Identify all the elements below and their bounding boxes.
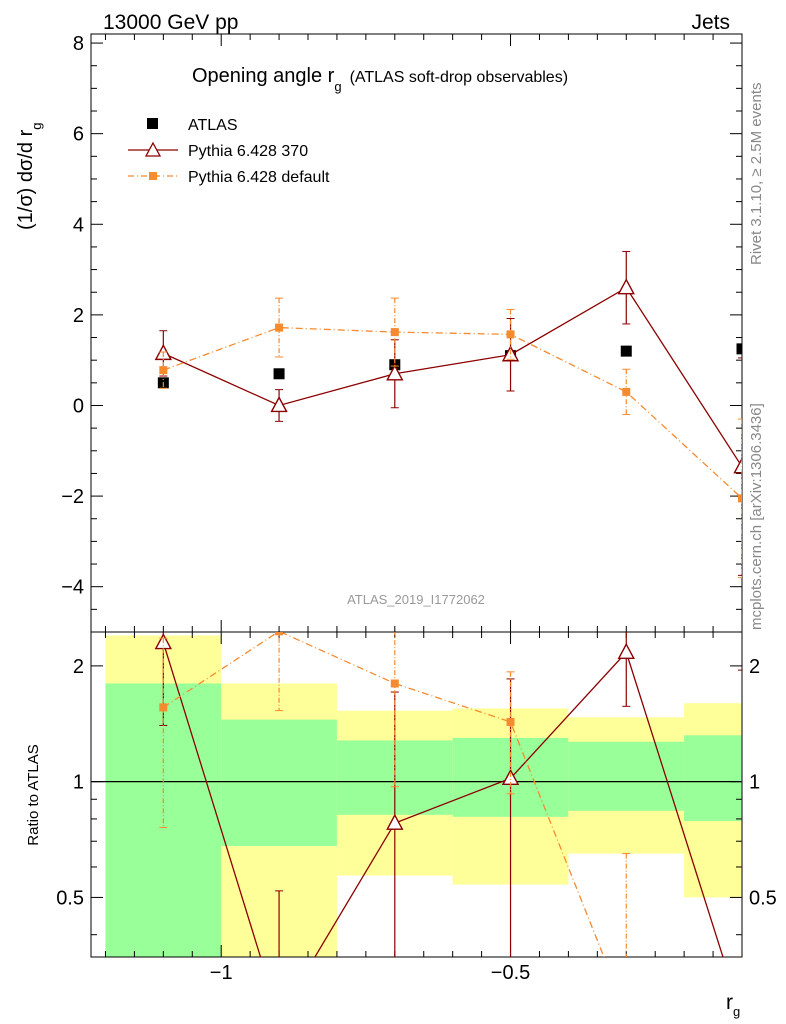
main-p370-point: [733, 457, 742, 474]
legend-p370-label: Pythia 6.428 370: [188, 143, 308, 160]
ratio-y-tick-label-right: 0.5: [749, 887, 777, 909]
ratio-pdef-point: [390, 679, 399, 688]
main-p370-line: [163, 286, 742, 467]
main-atlas-point: [273, 368, 285, 380]
legend-atlas-label: ATLAS: [188, 117, 238, 134]
ratio-uncertainty-bands: [105, 635, 742, 957]
ratio-y-tick-label: 1: [73, 772, 84, 794]
x-tick-label: −0.5: [491, 962, 530, 984]
legend-pdef-marker: [149, 172, 157, 180]
main-series-group: [154, 250, 742, 579]
ratio-series-group: [154, 632, 742, 1017]
legend-atlas-marker: [147, 118, 158, 129]
ratio-p370-point: [386, 813, 404, 830]
main-y-tick-label: 2: [73, 305, 84, 327]
main-atlas-point: [736, 343, 742, 355]
main-p370-point: [386, 364, 404, 381]
main-pdef-point: [738, 494, 742, 503]
main-pdef-point: [506, 330, 515, 339]
ratio-band-inner: [221, 719, 337, 847]
ratio-pdef-point: [506, 717, 515, 726]
ratio-p370-point: [617, 642, 635, 659]
ratio-band-inner: [684, 735, 742, 822]
main-y-tick-label: 8: [73, 33, 84, 55]
legend: ATLAS Pythia 6.428 370 Pythia 6.428 defa…: [128, 117, 330, 186]
ratio-p370-line: [162, 642, 724, 957]
main-y-tick-label: −4: [61, 577, 84, 599]
main-pdef-point: [622, 387, 631, 396]
main-p370-point: [270, 396, 288, 413]
ratio-pdef-point: [159, 703, 168, 712]
main-y-tick-label: 6: [73, 124, 84, 146]
main-y-tick-label: 4: [73, 214, 84, 236]
x-tick-label: −1: [210, 962, 233, 984]
main-y-tick-label: 0: [73, 395, 84, 417]
analysis-id-label: ATLAS_2019_I1772062: [347, 592, 485, 607]
main-p370-point: [617, 278, 635, 295]
ratio-y-tick-label-right: 1: [749, 772, 760, 794]
legend-p370-marker: [144, 141, 162, 157]
header-energy-label: 13000 GeV pp: [103, 11, 238, 34]
ratio-pdef-point: [622, 1009, 630, 1017]
x-axis-label: rg: [726, 991, 740, 1019]
main-pdef-point: [159, 366, 168, 375]
ratio-band-inner: [568, 741, 685, 811]
ratio-pdef-line: [162, 632, 605, 957]
rivet-version-label: Rivet 3.1.10, ≥ 2.5M events: [748, 83, 765, 266]
main-atlas-point: [620, 345, 632, 357]
ratio-y-tick-label: 2: [73, 656, 84, 678]
main-y-tick-label: −2: [61, 486, 84, 508]
ratio-y-tick-label-right: 2: [749, 656, 760, 678]
ratio-y-tick-label: 0.5: [56, 887, 84, 909]
ratio-pdef-point: [275, 632, 284, 636]
main-pdef-point: [275, 323, 284, 332]
mcplots-reference-label: mcplots.cern.ch [arXiv:1306.3436]: [748, 403, 765, 630]
axes-ticks: −4 −2 0 2 4 6 8 −1 −0.5 0.5 0.5 1 1 2 2: [56, 33, 777, 984]
main-pdef-line: [163, 326, 742, 499]
plot-title: Opening angle rg(ATLAS soft-drop observa…: [192, 65, 568, 94]
main-y-axis-label: (1/σ) dσ/d rg: [15, 123, 44, 231]
header-process-label: Jets: [691, 11, 730, 34]
main-pdef-point: [390, 328, 399, 337]
legend-pdef-label: Pythia 6.428 default: [188, 169, 330, 186]
ratio-y-axis-label: Ratio to ATLAS: [25, 744, 42, 845]
